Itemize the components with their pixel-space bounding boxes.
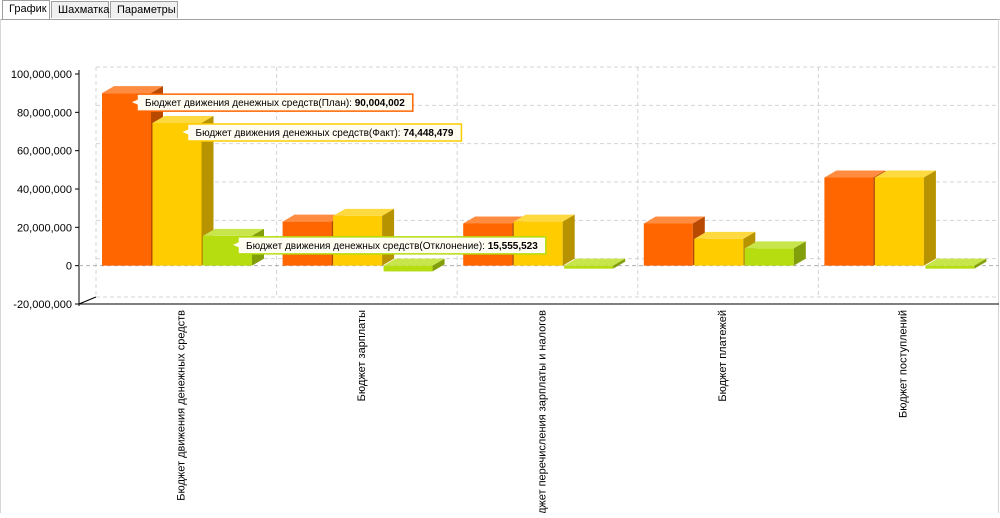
bar-front [102, 93, 151, 266]
y-tick-label: 0 [66, 261, 72, 273]
bar-side [432, 258, 445, 272]
bar-deviation[interactable] [383, 258, 445, 272]
bar-top [282, 214, 344, 222]
y-tick-label: 100,000,000 [11, 69, 72, 81]
bar-side [201, 115, 214, 266]
bar-side [562, 214, 575, 266]
tooltip-deviation: Бюджет движения денежных средств(Отклоне… [229, 236, 547, 255]
bar-side [923, 170, 936, 266]
bar-top [102, 86, 163, 94]
bar-front [643, 223, 693, 266]
tab-parameters[interactable]: Параметры [110, 1, 178, 18]
bar-front [383, 265, 433, 272]
tab-chess[interactable]: Шахматка [51, 1, 109, 18]
bars [102, 86, 987, 272]
budget-bar-chart: 100,000,000 80,000,000 60,000,000 40,000,00… [11, 66, 1000, 518]
x-category-label: Бюджет движения денежных средств [175, 310, 187, 501]
bar-top [333, 208, 395, 216]
tooltip-label: Бюджет движения денежных средств(Факт): [196, 128, 404, 139]
bar-fact[interactable] [152, 115, 214, 266]
bar-top [744, 241, 806, 249]
svg-text:Бюджет движения денежных средс: Бюджет движения денежных средств(Отклоне… [246, 241, 538, 252]
bar-top [203, 228, 264, 236]
bar-side [613, 258, 626, 269]
chart-panel: 100,000,000 80,000,000 60,000,000 40,000,00… [0, 19, 1000, 518]
axis-depth-line [78, 296, 97, 305]
tooltip-value: 74,448,479 [403, 128, 453, 139]
bar-top [824, 170, 886, 178]
tooltip-box [128, 93, 414, 112]
bar-top [383, 258, 445, 266]
y-tick-label: 80,000,000 [17, 107, 72, 119]
tooltip-label: Бюджет движения денежных средств(План): [145, 98, 355, 109]
svg-text:Бюджет движения денежных средс: Бюджет движения денежных средств(Факт): … [196, 128, 454, 139]
bar-fact[interactable] [874, 170, 936, 266]
y-tick-label: 40,000,000 [17, 184, 72, 196]
bar-top [463, 216, 525, 224]
x-category-label: Бюджет поступлений [898, 310, 910, 418]
tooltip-plan: Бюджет движения денежных средств(План): … [128, 93, 414, 112]
bar-front [694, 238, 744, 266]
y-tick-label: 20,000,000 [17, 222, 72, 234]
bar-front [744, 248, 794, 266]
tooltip-box [229, 236, 547, 255]
bar-top [694, 231, 756, 239]
bar-top [152, 115, 214, 123]
bar-front [824, 177, 874, 266]
tooltip-value: 15,555,523 [488, 241, 538, 252]
y-tick-label: 60,000,000 [17, 146, 72, 158]
x-category-label: Бюджет перечисления зарплаты и налогов [537, 310, 549, 513]
bar-side [793, 241, 806, 266]
tooltip-label: Бюджет движения денежных средств(Отклоне… [246, 241, 488, 252]
bar-top [643, 216, 705, 224]
tooltip-fact: Бюджет движения денежных средств(Факт): … [178, 123, 463, 142]
bar-plan[interactable] [102, 86, 163, 266]
bar-deviation[interactable] [744, 241, 806, 266]
bar-top [564, 258, 626, 266]
bar-top [513, 214, 575, 222]
tab-bar: График Шахматка Параметры [0, 0, 1000, 20]
x-category-label: Бюджет зарплаты [356, 310, 368, 401]
bar-top [925, 258, 987, 266]
y-tick-label: -20,000,000 [13, 299, 72, 311]
bar-front [152, 122, 202, 266]
bar-front [925, 265, 975, 269]
tooltip-box [178, 123, 463, 142]
bar-top [874, 170, 936, 178]
svg-text:Бюджет движения денежных средс: Бюджет движения денежных средств(План): … [145, 98, 405, 109]
bar-deviation[interactable] [925, 258, 987, 269]
tooltips: Бюджет движения денежных средств(План): … [128, 93, 547, 255]
x-category-label: Бюджет платежей [717, 310, 729, 402]
bar-front [564, 265, 614, 269]
bar-front [874, 177, 924, 266]
bar-deviation[interactable] [564, 258, 626, 269]
bar-side [974, 258, 987, 269]
tab-chart[interactable]: График [2, 0, 50, 19]
tooltip-value: 90,004,002 [355, 98, 405, 109]
